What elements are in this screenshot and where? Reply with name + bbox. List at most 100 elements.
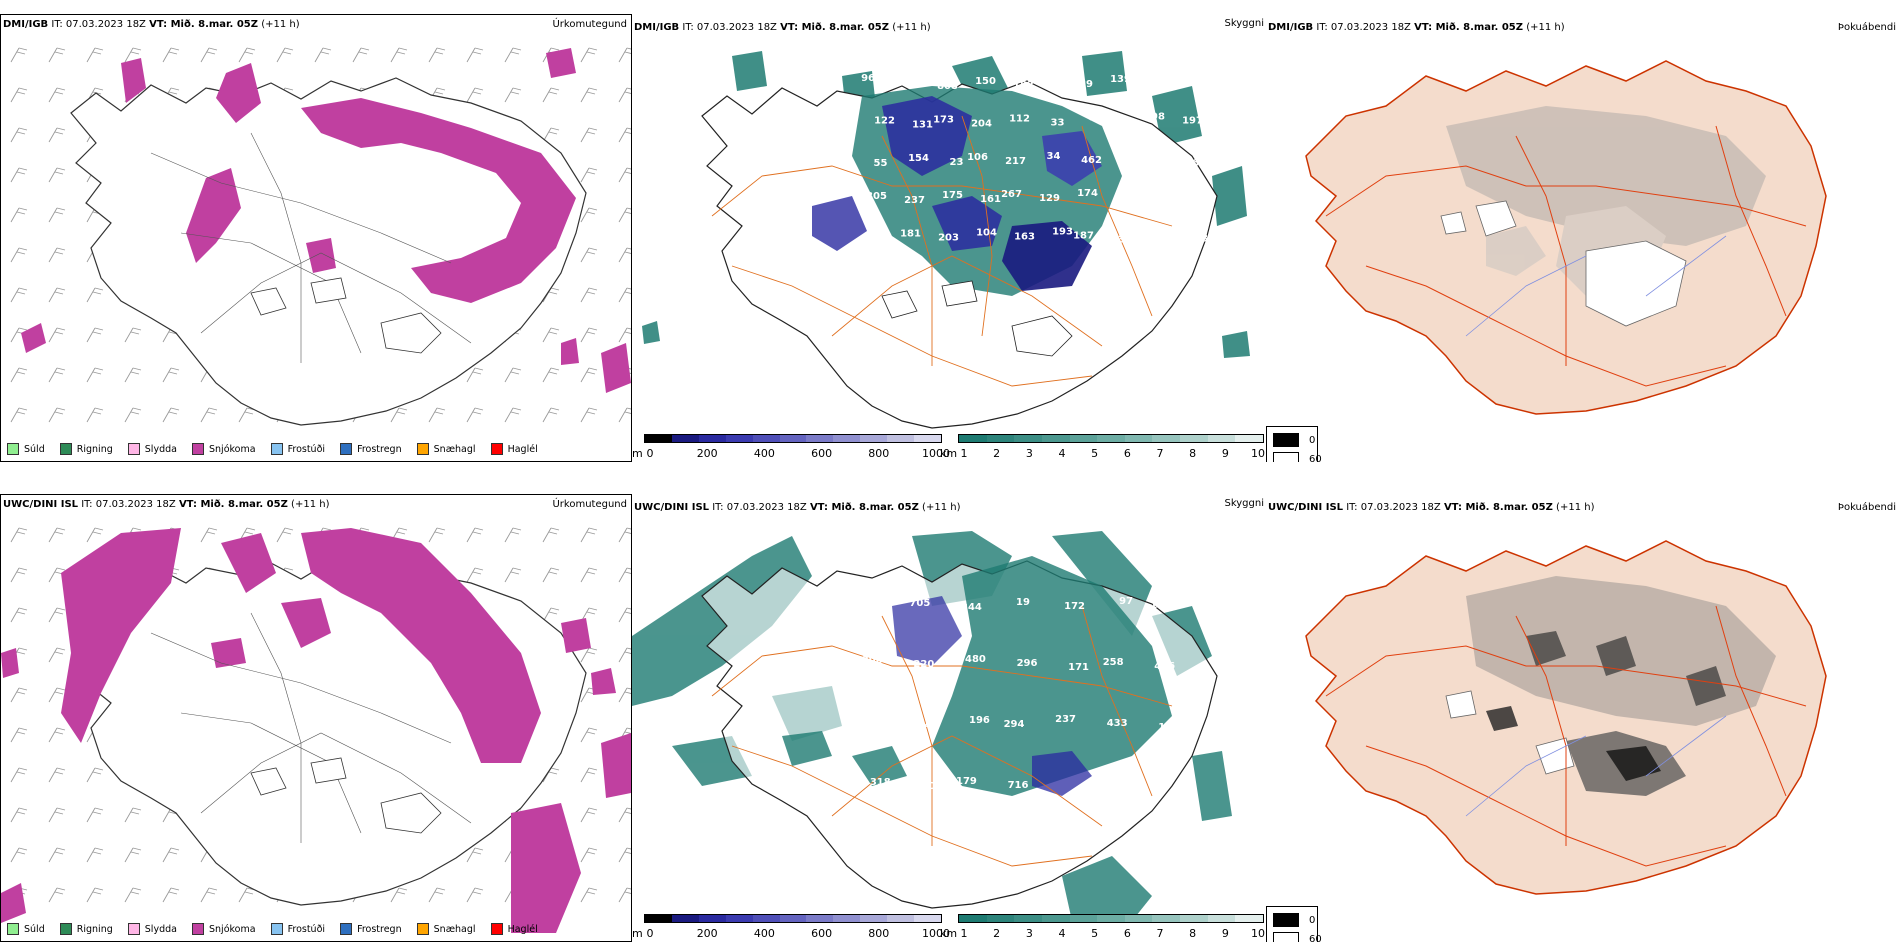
- visibility-value-label: 35: [869, 716, 883, 727]
- panel-header: UWC/DINI ISL IT: 07.03.2023 18Z VT: Mið.…: [634, 502, 961, 513]
- wind-barb: [10, 287, 28, 303]
- fog-shading: [1466, 576, 1776, 796]
- wind-barb: [618, 647, 631, 663]
- colorbar-cell: [1152, 915, 1181, 922]
- wind-barb: [10, 167, 28, 183]
- wind-barb: [200, 887, 218, 903]
- wind-barb: [48, 47, 66, 63]
- wind-barb: [162, 407, 180, 423]
- wind-barb: [580, 727, 598, 743]
- colorbar-cell: [1235, 915, 1264, 922]
- wind-barb: [10, 367, 28, 383]
- visibility-colorbar-m: m 0 200 400 600 800 1000: [632, 434, 950, 462]
- snow-areas: [21, 48, 631, 393]
- wind-barb: [504, 407, 522, 423]
- colorbar-cell: [1014, 915, 1042, 922]
- wind-barb: [580, 527, 598, 543]
- wind-barb: [48, 127, 66, 143]
- wind-barb: [618, 687, 631, 703]
- visibility-value-label: 433: [1107, 718, 1128, 729]
- colorbar-tick-label: 800: [868, 927, 890, 940]
- fog-legend-item: 0: [1273, 913, 1315, 927]
- wind-barb: [580, 847, 598, 863]
- visibility-value-label: 462: [1081, 155, 1102, 166]
- legend-item-slydda: Slydda: [127, 923, 177, 935]
- wind-barb: [10, 607, 28, 623]
- wind-barb: [466, 567, 484, 583]
- wind-barb: [200, 407, 218, 423]
- wind-barb: [466, 407, 484, 423]
- wind-barb: [10, 727, 28, 743]
- colorbar-tick-label: 7: [1156, 447, 1164, 460]
- colorbar-tick-label: 6: [1123, 927, 1131, 940]
- swatch-icon: [59, 443, 72, 455]
- wind-barb: [48, 87, 66, 103]
- visibility-value-label: 839: [899, 77, 920, 88]
- wind-barb: [390, 887, 408, 903]
- visibility-value-label: 203: [938, 233, 959, 244]
- swatch-icon: [59, 923, 72, 935]
- legend-item-frostregn: Frostregn: [340, 443, 402, 455]
- swatch-icon: [192, 923, 204, 935]
- visibility-value-label: 705: [909, 598, 930, 609]
- legend-item-snaehagl: Snæhagl: [416, 923, 476, 935]
- snow-areas: [1, 528, 631, 933]
- panel-header: DMI/IGB IT: 07.03.2023 18Z VT: Mið. 8.ma…: [634, 22, 931, 33]
- wind-barb: [10, 207, 28, 223]
- wind-barb: [162, 887, 180, 903]
- visibility-colorbar-m: m 0 200 400 600 800 1000: [632, 914, 950, 942]
- colorbar-tick-label: 0: [646, 927, 654, 940]
- visibility-value-label: 308: [862, 655, 883, 666]
- legend-item-haglel: Haglél: [490, 923, 538, 935]
- wind-barb: [618, 567, 631, 583]
- colorbar-tick-label: 9: [1221, 927, 1229, 940]
- wind-barb: [504, 87, 522, 103]
- wind-barb: [618, 807, 631, 823]
- wind-barb: [124, 847, 142, 863]
- visibility-value-label: 112: [1009, 114, 1030, 125]
- colorbar-tick-label: 5: [1091, 927, 1099, 940]
- glaciers: [1440, 200, 1687, 327]
- visibility-value-label: 198: [1144, 112, 1165, 123]
- swatch-icon: [127, 923, 140, 935]
- low-vis-m-areas: [812, 86, 1122, 296]
- wind-barb: [618, 127, 631, 143]
- wind-barb: [10, 247, 28, 263]
- colorbar-cell: [779, 435, 807, 442]
- visibility-value-label: 139: [1110, 74, 1131, 85]
- colorbar-tick-label: 3: [1025, 447, 1033, 460]
- visibility-value-label: 23: [950, 157, 964, 168]
- wind-barb: [10, 847, 28, 863]
- colorbar-cell: [806, 915, 834, 922]
- colorbar-cell: [1235, 435, 1264, 442]
- wind-barb: [618, 87, 631, 103]
- wind-barb: [352, 47, 370, 63]
- visibility-value-label: 342: [1119, 150, 1140, 161]
- visibility-value-label: 33: [1051, 118, 1065, 129]
- colorbar-tick-label: 5: [1091, 447, 1099, 460]
- fog-legend: 0 60: [1266, 906, 1322, 942]
- wind-barb: [618, 207, 631, 223]
- rivers: [1465, 235, 1727, 337]
- wind-barb: [466, 527, 484, 543]
- colorbar-cell: [1207, 915, 1236, 922]
- visibility-value-label: 82: [1089, 113, 1103, 124]
- swatch-icon: [270, 923, 283, 935]
- wind-barb: [428, 527, 446, 543]
- visibility-value-label: 160: [1051, 75, 1072, 86]
- legend-item-frostudi: Frostúði: [270, 443, 325, 455]
- colorbar-cell: [860, 915, 888, 922]
- visibility-value-label: 204: [971, 119, 992, 130]
- legend-item-snjokoma: Snjókoma: [192, 443, 256, 455]
- swatch-icon: [270, 443, 283, 455]
- wind-barb: [580, 47, 598, 63]
- colorbar-cell: [752, 915, 780, 922]
- colorbar-cell: [779, 915, 807, 922]
- colorbar-cell: [1207, 435, 1236, 442]
- colorbar-cell: [986, 915, 1015, 922]
- visibility-value-label: 163: [1014, 232, 1035, 243]
- visibility-value-label: 196: [969, 715, 990, 726]
- wind-barb: [314, 47, 332, 63]
- visibility-value-label: 131: [912, 120, 933, 131]
- colorbar-cell: [645, 915, 672, 922]
